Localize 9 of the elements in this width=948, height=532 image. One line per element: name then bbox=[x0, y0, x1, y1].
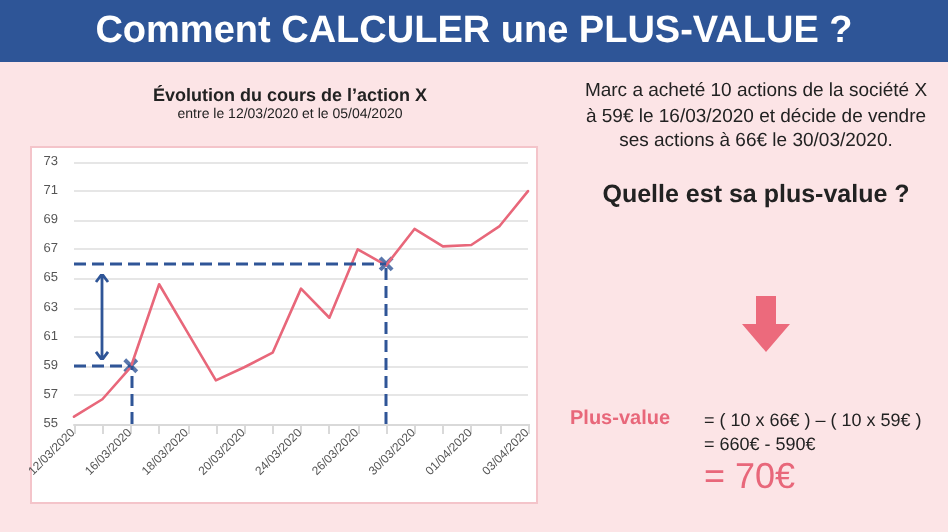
text: Marc a acheté 10 actions de la société X à 59€ le 16/03/2020 et décide de vendre ses actions à 66€ le 30/03/2020. bbox=[582, 80, 930, 155]
text: Comment CALCULER une PLUS-VALUE ? bbox=[0, 0, 948, 62]
chart-title: Évolution du cours de l’action X bbox=[152, 85, 428, 105]
line-series bbox=[72, 189, 530, 419]
text: = 660€ - 590€ bbox=[704, 434, 816, 454]
source-note: Quelle est sa plus-value ? bbox=[600, 179, 912, 207]
text: Plus-value bbox=[570, 408, 671, 430]
text: = ( 10 x 66€ ) – ( 10 x 59€ ) bbox=[704, 410, 922, 430]
text: = 70€ bbox=[704, 456, 796, 496]
